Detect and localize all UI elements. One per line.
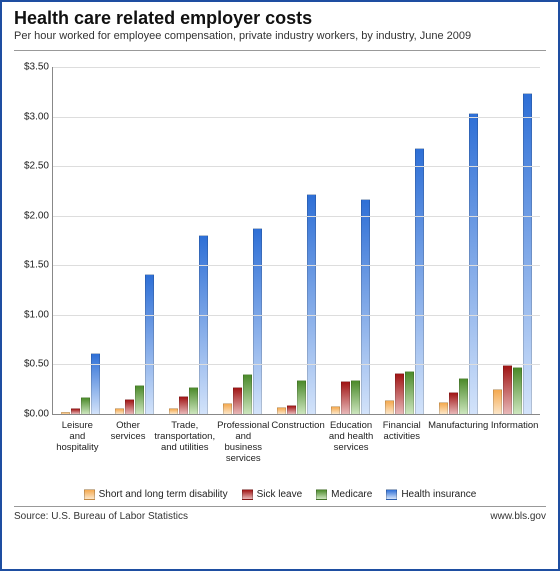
bar-health xyxy=(307,194,316,414)
bar-medicare xyxy=(459,378,468,414)
bar-group xyxy=(53,67,107,414)
bar-medicare xyxy=(405,371,414,414)
legend-swatch xyxy=(242,489,253,500)
y-tick-label: $1.00 xyxy=(15,309,49,320)
x-tick-label: Manufacturing xyxy=(427,419,489,483)
legend-label: Medicare xyxy=(331,489,372,500)
bar-group xyxy=(107,67,161,414)
plot-area: $0.00$0.50$1.00$1.50$2.00$2.50$3.00$3.50 xyxy=(52,67,540,415)
bar-disability xyxy=(385,400,394,414)
bar-health xyxy=(253,228,262,414)
chart-area: $0.00$0.50$1.00$1.50$2.00$2.50$3.00$3.50… xyxy=(14,63,546,483)
legend-item-health: Health insurance xyxy=(386,489,476,500)
y-tick-label: $0.00 xyxy=(15,409,49,420)
chart-subtitle: Per hour worked for employee compensatio… xyxy=(14,30,546,42)
bar-group xyxy=(486,67,540,414)
bar-health xyxy=(415,148,424,414)
y-tick-label: $2.50 xyxy=(15,161,49,172)
bar-sick xyxy=(179,396,188,414)
bar-medicare xyxy=(189,387,198,414)
y-tick-label: $3.00 xyxy=(15,111,49,122)
bar-medicare xyxy=(351,380,360,414)
bar-health xyxy=(199,235,208,414)
header: Health care related employer costs Per h… xyxy=(2,2,558,44)
bar-medicare xyxy=(135,385,144,414)
bar-group xyxy=(324,67,378,414)
grid-line xyxy=(53,265,540,266)
legend-label: Health insurance xyxy=(401,489,476,500)
grid-line xyxy=(53,216,540,217)
bar-disability xyxy=(169,408,178,414)
y-tick-label: $3.50 xyxy=(15,62,49,73)
x-tick-label: Trade, transportation, and utilities xyxy=(153,419,216,483)
bar-group xyxy=(161,67,215,414)
bar-sick xyxy=(233,387,242,414)
bar-health xyxy=(145,274,154,414)
bar-sick xyxy=(341,381,350,414)
grid-line xyxy=(53,364,540,365)
bar-sick xyxy=(71,408,80,414)
chart-title: Health care related employer costs xyxy=(14,8,546,29)
header-rule xyxy=(14,50,546,51)
bar-health xyxy=(523,93,532,414)
grid-line xyxy=(53,67,540,68)
chart-frame: Health care related employer costs Per h… xyxy=(0,0,560,571)
x-tick-label: Financial activities xyxy=(376,419,427,483)
grid-line xyxy=(53,117,540,118)
bar-sick xyxy=(503,365,512,414)
bar-health xyxy=(361,199,370,414)
site-text: www.bls.gov xyxy=(490,511,546,522)
x-tick-label: Information xyxy=(489,419,540,483)
bar-disability xyxy=(61,412,70,414)
x-tick-label: Construction xyxy=(270,419,325,483)
bar-disability xyxy=(331,406,340,414)
bar-health xyxy=(469,113,478,414)
x-tick-label: Other services xyxy=(103,419,154,483)
y-tick-label: $2.00 xyxy=(15,210,49,221)
footer: Source: U.S. Bureau of Labor Statistics … xyxy=(2,507,558,528)
bar-group xyxy=(269,67,323,414)
legend-swatch xyxy=(316,489,327,500)
bar-disability xyxy=(277,407,286,414)
bar-group xyxy=(432,67,486,414)
bar-medicare xyxy=(297,380,306,414)
bar-disability xyxy=(115,408,124,414)
bar-sick xyxy=(287,405,296,414)
bar-medicare xyxy=(243,374,252,414)
bar-sick xyxy=(449,392,458,414)
x-tick-label: Professional and business services xyxy=(216,419,270,483)
y-tick-label: $1.50 xyxy=(15,260,49,271)
bar-disability xyxy=(493,389,502,414)
x-axis-labels: Leisure and hospitalityOther servicesTra… xyxy=(52,419,540,483)
legend-label: Sick leave xyxy=(257,489,303,500)
legend-item-disability: Short and long term disability xyxy=(84,489,228,500)
legend-item-medicare: Medicare xyxy=(316,489,372,500)
x-tick-label: Leisure and hospitality xyxy=(52,419,103,483)
bar-health xyxy=(91,353,100,414)
bar-medicare xyxy=(513,367,522,414)
grid-line xyxy=(53,315,540,316)
legend: Short and long term disability Sick leave… xyxy=(2,485,558,506)
x-tick-label: Education and health services xyxy=(326,419,377,483)
bar-sick xyxy=(395,373,404,414)
bar-disability xyxy=(223,403,232,414)
bar-groups xyxy=(53,67,540,414)
bar-group xyxy=(378,67,432,414)
legend-label: Short and long term disability xyxy=(99,489,228,500)
legend-swatch xyxy=(84,489,95,500)
bar-disability xyxy=(439,402,448,414)
y-tick-label: $0.50 xyxy=(15,359,49,370)
legend-item-sick: Sick leave xyxy=(242,489,303,500)
bar-medicare xyxy=(81,397,90,414)
source-text: Source: U.S. Bureau of Labor Statistics xyxy=(14,511,188,522)
grid-line xyxy=(53,166,540,167)
bar-group xyxy=(215,67,269,414)
legend-swatch xyxy=(386,489,397,500)
bar-sick xyxy=(125,399,134,414)
